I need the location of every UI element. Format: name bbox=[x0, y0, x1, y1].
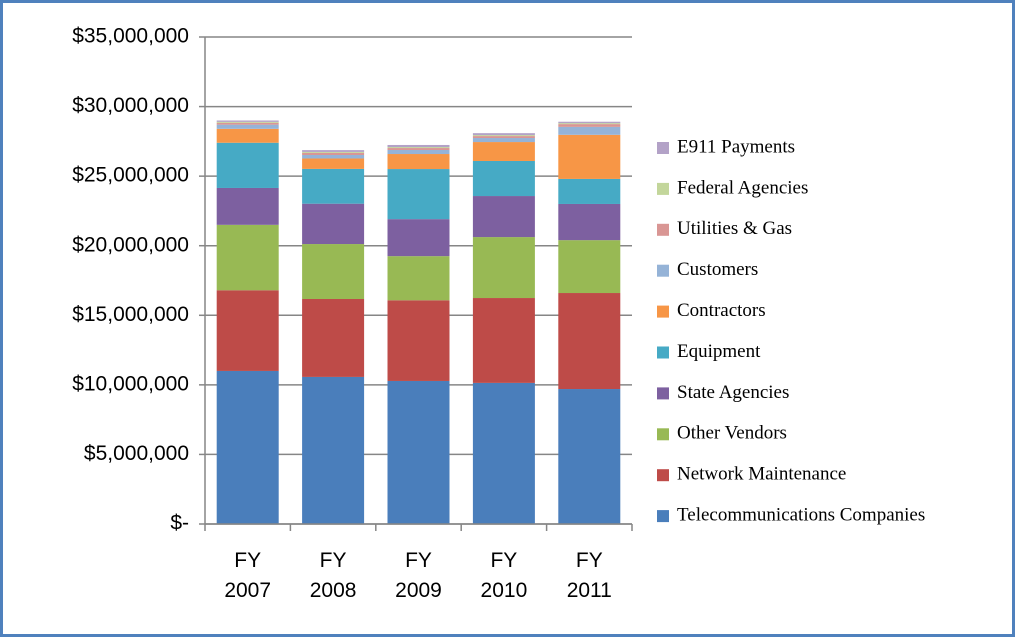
x-tick-label: FY 2007 bbox=[224, 549, 272, 602]
bar-segment bbox=[216, 224, 279, 291]
bar-segment bbox=[302, 168, 365, 204]
bar-segment bbox=[216, 142, 279, 188]
y-tick-label: $25,000,000 bbox=[72, 164, 189, 187]
bar-segment bbox=[387, 169, 450, 220]
legend-label: Network Maintenance bbox=[677, 464, 846, 485]
bar-segment bbox=[302, 152, 365, 155]
y-tick-label: $30,000,000 bbox=[72, 94, 189, 117]
bar-segment bbox=[302, 151, 365, 153]
legend-swatch bbox=[657, 264, 669, 277]
bar-segment bbox=[558, 389, 621, 524]
x-tick-label: FY 2009 bbox=[395, 549, 442, 602]
bar-segment bbox=[216, 121, 279, 123]
bar-segment bbox=[216, 370, 279, 524]
bar-segment bbox=[387, 148, 450, 150]
bar-segment bbox=[216, 122, 279, 125]
bar-segment bbox=[216, 124, 279, 129]
bar-segment bbox=[472, 133, 535, 136]
legend-swatch bbox=[657, 346, 669, 359]
legend-label: Telecommunications Companies bbox=[677, 504, 925, 525]
legend-label: Equipment bbox=[677, 341, 761, 362]
y-tick-label: $15,000,000 bbox=[72, 303, 189, 326]
bar-segment bbox=[472, 138, 535, 143]
legend-label: State Agencies bbox=[677, 382, 789, 403]
bar-segment bbox=[216, 128, 279, 143]
legend-label: Contractors bbox=[677, 300, 766, 321]
bar-segment bbox=[472, 142, 535, 161]
bar-segment bbox=[472, 160, 535, 197]
legend-swatch bbox=[657, 223, 669, 236]
legend-swatch bbox=[657, 469, 669, 482]
bar-segment bbox=[558, 124, 621, 127]
bar-segment bbox=[472, 136, 535, 139]
bar-segment bbox=[302, 376, 365, 524]
bar-segment bbox=[387, 154, 450, 170]
bar-segment bbox=[216, 120, 279, 122]
bar-segment bbox=[558, 134, 621, 179]
bar-segment bbox=[472, 382, 535, 524]
x-tick-label: FY 2010 bbox=[480, 549, 528, 602]
bar-segment bbox=[387, 219, 450, 257]
legend-label: E911 Payments bbox=[677, 136, 795, 157]
bar-segment bbox=[558, 203, 621, 241]
bar-segment bbox=[302, 244, 365, 300]
y-tick-label: $35,000,000 bbox=[72, 25, 189, 48]
bar-segment bbox=[558, 121, 621, 124]
y-tick-label: $5,000,000 bbox=[84, 442, 189, 465]
legend-swatch bbox=[657, 428, 669, 441]
legend-label: Utilities & Gas bbox=[677, 218, 792, 239]
y-tick-label: $10,000,000 bbox=[72, 372, 189, 395]
bar-segment bbox=[302, 154, 365, 159]
y-tick-label: $20,000,000 bbox=[72, 233, 189, 256]
bar-segment bbox=[302, 158, 365, 169]
legend-swatch bbox=[657, 142, 669, 154]
bar-segment bbox=[387, 300, 450, 381]
bar-segment bbox=[387, 149, 450, 155]
bar-segment bbox=[558, 293, 621, 390]
bar-segment bbox=[558, 178, 621, 204]
legend-swatch bbox=[657, 305, 669, 318]
bar-segment bbox=[558, 240, 621, 294]
legend-swatch bbox=[657, 182, 669, 195]
legend-label: Customers bbox=[677, 259, 758, 280]
bar-segment bbox=[302, 150, 365, 152]
bar-segment bbox=[387, 256, 450, 301]
bar-segment bbox=[472, 135, 535, 137]
legend-swatch bbox=[657, 510, 669, 523]
legend-label: Federal Agencies bbox=[677, 177, 808, 198]
bar-segment bbox=[387, 147, 450, 149]
bar-segment bbox=[302, 299, 365, 377]
y-tick-label: $- bbox=[170, 512, 189, 535]
bar-segment bbox=[387, 144, 450, 148]
bar-segment bbox=[216, 187, 279, 225]
x-tick-label: FY 2008 bbox=[309, 549, 357, 602]
bar-segment bbox=[472, 237, 535, 299]
bar-segment bbox=[472, 298, 535, 383]
bar-segment bbox=[558, 123, 621, 125]
bar-segment bbox=[472, 196, 535, 238]
legend-label: Other Vendors bbox=[677, 423, 787, 444]
bar-segment bbox=[558, 126, 621, 135]
legend-swatch bbox=[657, 387, 669, 400]
bar-segment bbox=[387, 380, 450, 524]
bar-segment bbox=[216, 290, 279, 371]
x-tick-label: FY 2011 bbox=[566, 549, 612, 602]
bar-segment bbox=[302, 203, 365, 245]
